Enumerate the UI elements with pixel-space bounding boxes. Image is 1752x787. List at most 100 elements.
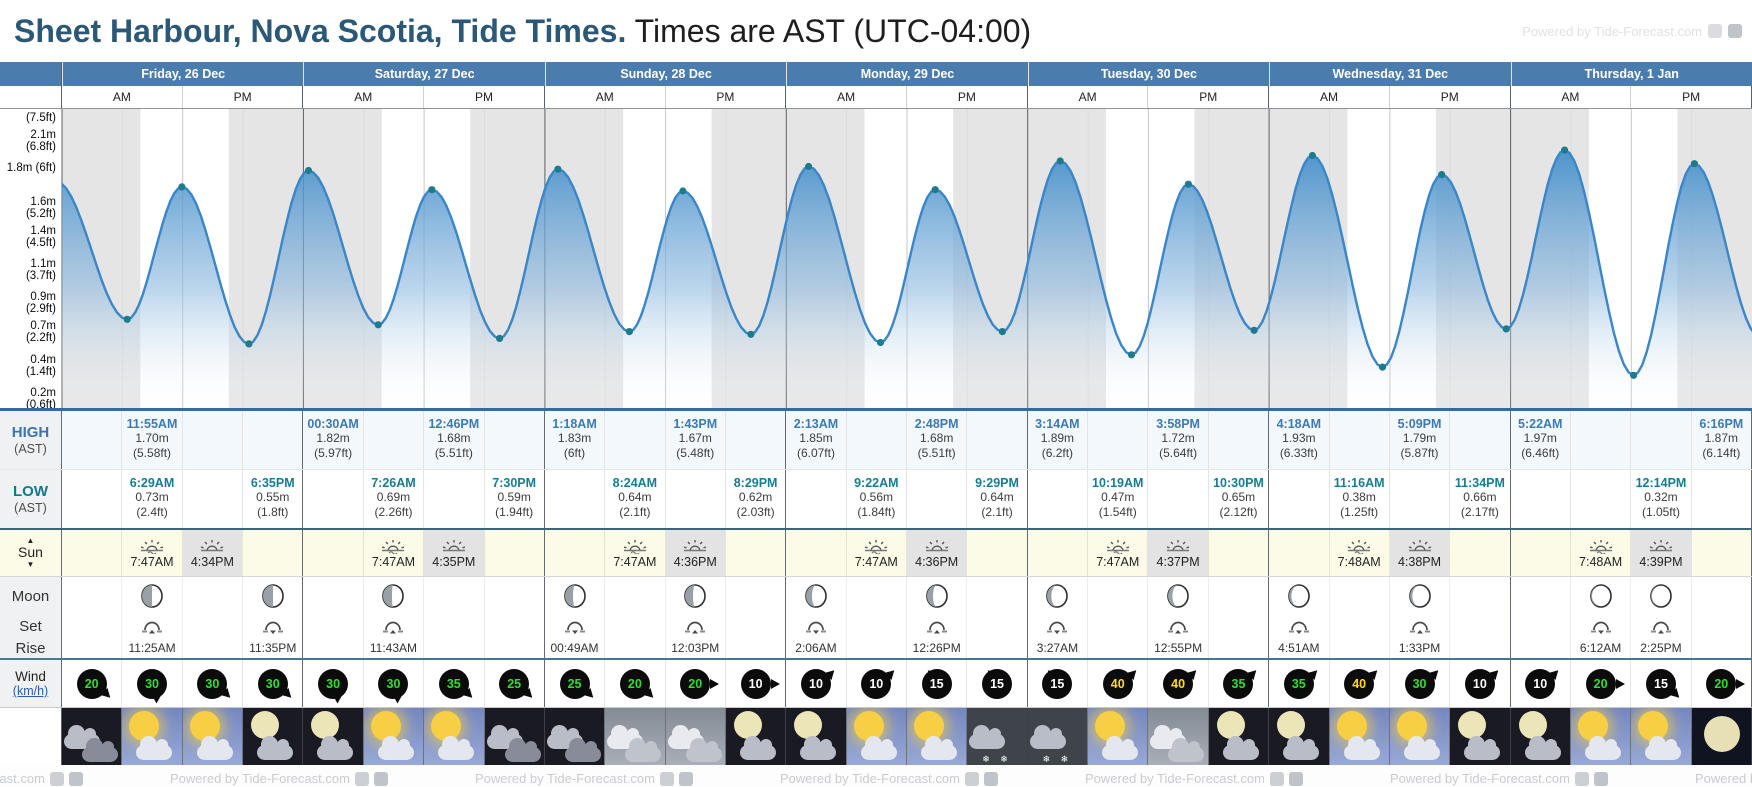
- low-tide-time: 7:26AM: [371, 476, 416, 490]
- wind-cell: 15: [1028, 660, 1089, 707]
- wind-badge[interactable]: 40: [1344, 668, 1375, 699]
- high-tide-time: 5:22AM: [1518, 417, 1563, 431]
- moon-phase-cell: [1028, 577, 1089, 615]
- wind-badge[interactable]: 10: [1464, 668, 1495, 699]
- share-icon[interactable]: [983, 771, 998, 786]
- translate-icon[interactable]: [354, 771, 369, 786]
- sun-label: Sun: [18, 544, 43, 561]
- wind-badge[interactable]: 15: [1042, 668, 1073, 699]
- cloud-icon: [136, 736, 173, 760]
- wind-badge[interactable]: 30: [257, 668, 288, 699]
- high-tide-cell: 1:43PM 1.67m (5.48ft): [666, 411, 726, 469]
- weather-tile-night-partly-cloudy: [725, 708, 786, 765]
- high-tide-height-m: 1.70m: [135, 431, 169, 445]
- weather-tile-overcast: [1148, 708, 1208, 765]
- low-tide-height-ft: (2.4ft): [136, 505, 168, 520]
- wind-badge[interactable]: 25: [559, 668, 590, 699]
- sunrise-cell: 7:47AM: [847, 530, 907, 576]
- wind-badge[interactable]: 20: [1585, 668, 1616, 699]
- tide-high-dot: [1690, 160, 1698, 168]
- wind-direction-arrow: [1736, 678, 1746, 689]
- share-icon[interactable]: [1288, 771, 1303, 786]
- wind-badge[interactable]: 25: [499, 668, 530, 699]
- low-tide-height-m: 0.66m: [1463, 490, 1497, 504]
- low-tide-row: LOW (AST) 6:29AM 0.73m (2.4ft) 6:35PM 0.55m (1.…: [0, 469, 1752, 528]
- high-tide-height-m: 1.97m: [1523, 431, 1557, 445]
- weather-tile-partly-sunny: [1570, 708, 1631, 765]
- cloud-icon: [564, 738, 601, 762]
- wind-unit-link[interactable]: (km/h): [12, 684, 49, 698]
- low-tide-height-m: 0.55m: [256, 490, 290, 504]
- am-label: AM: [786, 86, 907, 108]
- wind-speed-value: 20: [1714, 676, 1729, 691]
- wind-speed-value: 10: [809, 676, 823, 691]
- snowflake-icon: ❄ ❄: [1042, 754, 1073, 764]
- cloud-icon: [1645, 736, 1682, 760]
- wind-badge[interactable]: 10: [861, 668, 892, 699]
- wind-badge[interactable]: 20: [619, 668, 650, 699]
- high-tide-time: 11:55AM: [126, 417, 178, 431]
- translate-icon[interactable]: [659, 771, 674, 786]
- share-icon[interactable]: [1593, 771, 1608, 786]
- wind-cell: 10: [786, 660, 847, 707]
- wind-badge[interactable]: 20: [1706, 668, 1737, 699]
- moon-phase-icon: [563, 584, 586, 608]
- moonset-icon: [1590, 621, 1611, 634]
- share-icon[interactable]: [373, 771, 388, 786]
- moon-rise-time: 12:26PM: [912, 641, 961, 655]
- share-icon[interactable]: [678, 771, 693, 786]
- low-tide-height-m: 0.64m: [618, 490, 652, 504]
- moon-rise-icon-cell: [122, 615, 183, 638]
- translate-icon[interactable]: [1708, 24, 1722, 38]
- tide-low-dot: [1127, 351, 1136, 359]
- weather-row-label: [0, 708, 62, 765]
- moon-rise-time: 12:55PM: [1154, 641, 1203, 655]
- wind-speed-value: 35: [446, 676, 461, 691]
- sun-row-label: ▲ Sun ▼: [0, 530, 62, 576]
- footer-watermark: Powered by Tide-Forecast.com Powered by T…: [0, 765, 1752, 787]
- wind-badge[interactable]: 10: [1525, 668, 1556, 699]
- day-header-row: Friday, 26 Dec Saturday, 27 Dec Sunday, 28…: [0, 62, 1752, 86]
- wind-badge[interactable]: 15: [921, 668, 952, 699]
- wind-badge[interactable]: 35: [1223, 668, 1254, 699]
- translate-icon[interactable]: [964, 771, 979, 786]
- ast-label: (AST): [14, 500, 47, 515]
- footer-powered-by: Powered by Tide-Forecast.com: [1695, 771, 1752, 786]
- wind-speed-value: 20: [84, 676, 99, 691]
- cloud-icon: [860, 736, 897, 760]
- translate-icon[interactable]: [49, 771, 64, 786]
- wind-badge[interactable]: 10: [800, 668, 831, 699]
- wind-badge[interactable]: 30: [1404, 668, 1435, 699]
- wind-badge[interactable]: 20: [680, 668, 711, 699]
- wind-cell: 35: [424, 660, 485, 707]
- wind-cell: 25: [545, 660, 606, 707]
- translate-icon[interactable]: [1269, 771, 1284, 786]
- wind-badge[interactable]: 10: [740, 668, 771, 699]
- wind-badge[interactable]: 30: [378, 668, 409, 699]
- sunset-time: 4:34PM: [190, 554, 234, 569]
- wind-badge[interactable]: 15: [982, 668, 1013, 699]
- sunrise-time: 7:47AM: [613, 554, 657, 569]
- share-icon[interactable]: [1728, 24, 1742, 38]
- wind-badge[interactable]: 40: [1163, 668, 1194, 699]
- wind-badge[interactable]: 30: [318, 668, 349, 699]
- wind-badge[interactable]: 40: [1102, 668, 1133, 699]
- share-icon[interactable]: [68, 771, 83, 786]
- wind-badge[interactable]: 35: [1283, 668, 1314, 699]
- pm-label: PM: [424, 86, 545, 108]
- wind-speed-value: 15: [990, 676, 1004, 691]
- weather-tile-partly-sunny: [1329, 708, 1389, 765]
- wind-cell: 35: [1209, 660, 1270, 707]
- low-tide-cell: 7:26AM 0.69m (2.26ft): [364, 470, 425, 528]
- wind-badge[interactable]: 35: [438, 668, 469, 699]
- moon-phase-icon: [1650, 584, 1672, 608]
- tide-low-dot: [123, 315, 131, 323]
- low-tide-time: 11:16AM: [1333, 476, 1385, 490]
- translate-icon[interactable]: [1574, 771, 1589, 786]
- wind-cell: 10: [847, 660, 907, 707]
- wind-badge[interactable]: 15: [1645, 668, 1676, 699]
- wind-badge[interactable]: 20: [76, 668, 107, 699]
- wind-badge[interactable]: 30: [137, 668, 168, 699]
- wind-badge[interactable]: 30: [197, 668, 228, 699]
